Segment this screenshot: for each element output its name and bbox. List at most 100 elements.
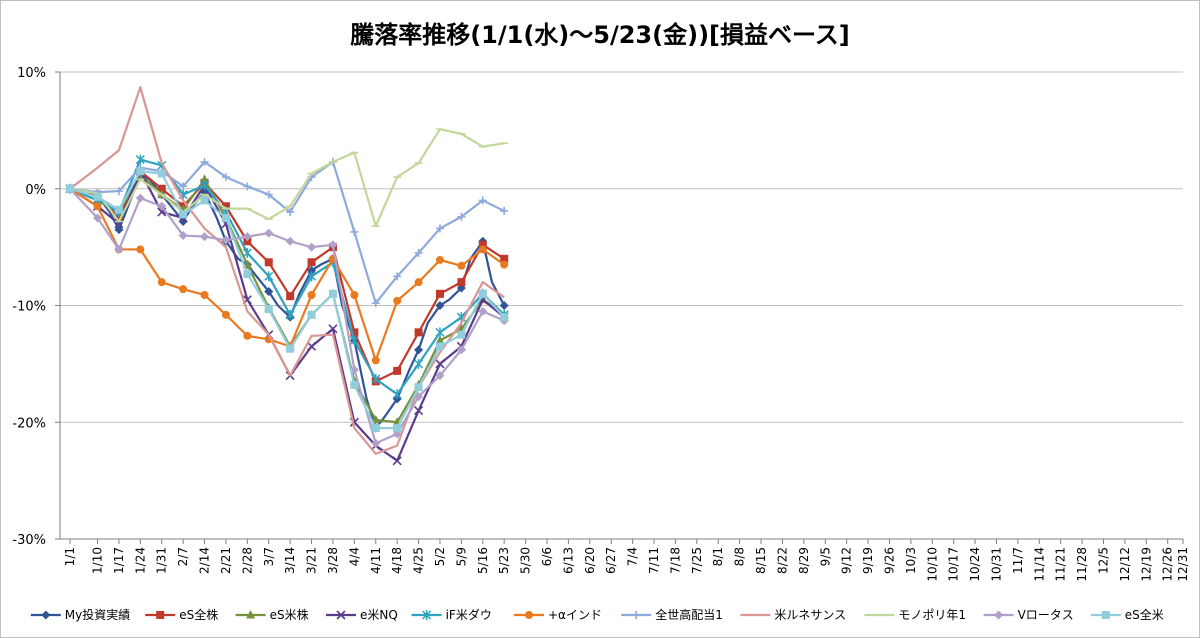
x-tick-label: 2/21	[219, 547, 233, 574]
data-point	[1101, 611, 1110, 619]
x-tick-label: 6/20	[583, 547, 597, 574]
data-point	[200, 290, 209, 299]
legend-label: 全世高配当1	[655, 607, 723, 622]
legend-item: eS全米	[1090, 607, 1164, 622]
data-point	[414, 392, 424, 402]
data-point	[350, 227, 359, 236]
data-point	[307, 258, 316, 267]
data-point	[264, 258, 273, 267]
legend-item: 米ルネサンス	[740, 608, 846, 622]
data-point	[371, 356, 380, 365]
x-tick-label: 5/2	[433, 547, 447, 566]
data-point	[264, 286, 274, 296]
data-point	[264, 271, 274, 282]
data-point	[221, 173, 230, 182]
data-point	[136, 245, 145, 254]
data-point	[264, 190, 273, 199]
data-point	[286, 208, 295, 217]
x-tick-label: 9/5	[818, 547, 832, 566]
y-tick-label: -20%	[12, 416, 46, 431]
data-point	[135, 193, 145, 203]
legend-item: +αインド	[514, 608, 602, 622]
legend-label: eS全株	[179, 607, 218, 622]
x-tick-label: 7/4	[626, 547, 640, 566]
x-tick-label: 5/30	[519, 547, 533, 574]
x-tick-label: 10/24	[968, 547, 982, 582]
x-tick-label: 6/6	[540, 547, 554, 566]
data-point	[286, 292, 295, 301]
x-tick-label: 4/25	[412, 547, 426, 574]
data-point	[414, 406, 424, 416]
series-7	[66, 157, 509, 308]
data-point	[221, 310, 230, 319]
data-point	[246, 610, 256, 619]
plot-area	[65, 86, 509, 466]
x-tick-label: 1/24	[133, 547, 147, 574]
data-point	[286, 344, 295, 353]
data-point	[200, 174, 210, 183]
data-point	[179, 182, 188, 191]
data-point	[393, 272, 402, 281]
data-point	[393, 424, 402, 433]
data-point	[422, 610, 432, 620]
x-tick-label: 6/27	[604, 547, 618, 574]
legend-label: iF米ダウ	[446, 607, 492, 622]
x-tick-label: 7/11	[647, 547, 661, 574]
x-tick-label: 12/5	[1097, 547, 1111, 574]
x-tick-label: 3/7	[262, 547, 276, 566]
data-point	[336, 610, 346, 620]
data-point	[306, 341, 317, 351]
data-point	[478, 240, 487, 249]
x-tick-label: 8/15	[754, 547, 768, 574]
data-point	[114, 187, 123, 196]
data-point	[93, 202, 102, 211]
data-point	[414, 248, 423, 257]
data-point	[632, 611, 641, 619]
y-tick-label: 0%	[25, 183, 46, 198]
data-point	[393, 296, 402, 305]
data-point	[93, 192, 102, 201]
legend-item: Vロータス	[983, 608, 1074, 622]
series-line	[69, 86, 505, 455]
data-point	[114, 213, 123, 222]
x-tick-label: 10/31	[989, 547, 1003, 582]
data-point	[328, 324, 338, 334]
legend: My投資実績 eS全株 eS米株 e米NQ iF米ダウ +αインド 全世高配当1 米ルネサンス…	[30, 607, 1164, 622]
data-point	[414, 345, 424, 355]
data-point	[114, 205, 123, 214]
data-point	[435, 342, 444, 351]
x-tick-label: 5/9	[454, 547, 468, 566]
data-point	[350, 290, 359, 299]
data-point	[114, 244, 124, 254]
data-point	[179, 285, 188, 294]
data-point	[500, 206, 509, 215]
data-point	[136, 167, 145, 176]
x-tick-label: 8/1	[711, 547, 725, 566]
x-tick-label: 12/31	[1176, 547, 1190, 582]
data-point	[435, 289, 444, 298]
x-tick-label: 3/21	[305, 547, 319, 574]
legend-label: 米ルネサンス	[774, 608, 846, 622]
x-tick-label: 6/13	[561, 547, 575, 574]
x-tick-label: 10/3	[904, 547, 918, 574]
data-point	[243, 269, 252, 278]
data-point	[135, 154, 145, 165]
data-point	[307, 290, 316, 299]
data-point	[478, 245, 487, 254]
series-8	[69, 86, 505, 455]
data-point	[200, 157, 209, 166]
data-point	[242, 232, 252, 242]
axes	[55, 71, 1184, 544]
x-axis-ticks: 1/1 1/10 1/17 1/24 1/31 2/7 2/14 2/21 2/28 3/7 3/1…	[63, 547, 1190, 582]
data-point	[157, 278, 166, 287]
legend-item: iF米ダウ	[411, 607, 492, 622]
y-axis-ticks: 10% 0% -10% -20% -30%	[12, 66, 46, 548]
data-point	[264, 305, 273, 314]
x-tick-label: 1/10	[91, 547, 105, 574]
data-point	[350, 328, 359, 337]
x-tick-label: 2/28	[240, 547, 254, 574]
x-tick-label: 3/28	[326, 547, 340, 574]
x-tick-label: 3/14	[283, 547, 297, 574]
x-tick-label: 4/4	[347, 547, 361, 566]
x-tick-label: 2/14	[198, 547, 212, 574]
